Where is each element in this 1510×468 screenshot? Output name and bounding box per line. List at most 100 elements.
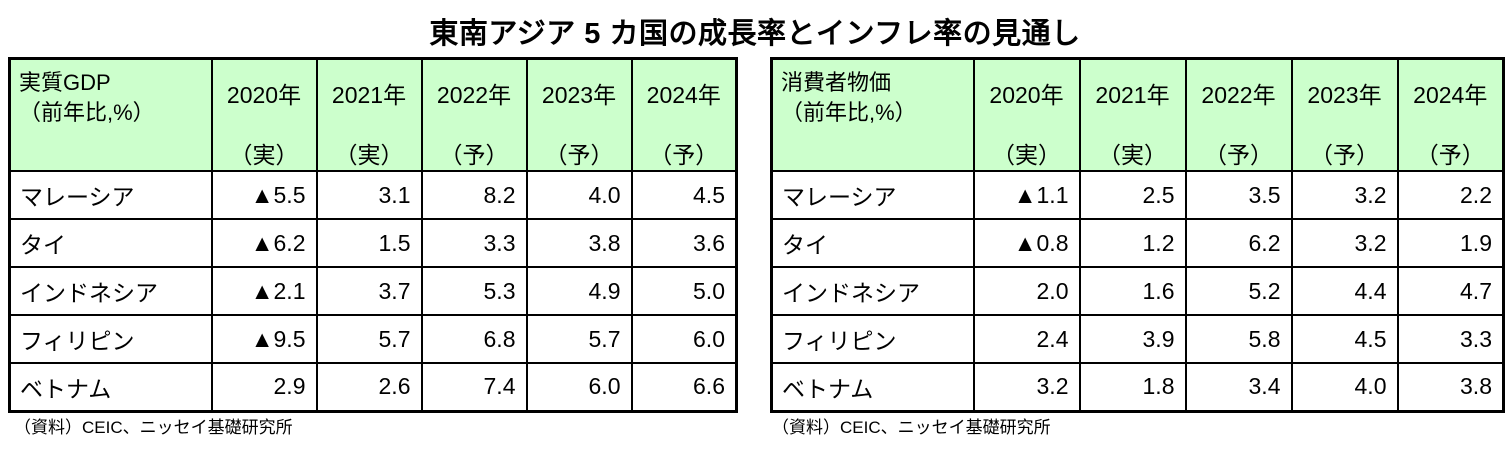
gdp-corner-line1: 実質GDP [19,70,111,95]
table-row: タイ ▲6.2 1.5 3.3 3.8 3.6 [8,218,738,268]
gdp-year-header-2023: 2023年 （予） [525,57,633,172]
value-cell: ▲5.5 [210,170,318,220]
year-status: （実） [334,142,404,168]
year-label: 2024年 [1413,82,1488,108]
value-cell: 3.3 [420,218,528,268]
gdp-year-header-2020: 2020年 （実） [210,57,318,172]
country-label-cell: フィリピン [8,314,213,364]
page-title: 東南アジア 5 カ国の成長率とインフレ率の見通し [429,18,1081,50]
year-label: 2022年 [1201,82,1276,108]
value-cell: 5.7 [525,314,633,364]
value-cell: ▲9.5 [210,314,318,364]
value-cell: 1.5 [315,218,423,268]
table-row: マレーシア ▲5.5 3.1 8.2 4.0 4.5 [8,170,738,220]
value-cell: 1.9 [1396,218,1505,268]
value-cell: 3.7 [315,266,423,316]
year-label: 2023年 [1307,82,1382,108]
country-label-cell: タイ [8,218,213,268]
table-row: インドネシア 2.0 1.6 5.2 4.4 4.7 [770,266,1505,316]
year-status: （実） [992,142,1061,168]
cpi-year-header-2024: 2024年 （予） [1396,57,1505,172]
value-cell: ▲0.8 [972,218,1081,268]
table-row: ベトナム 2.9 2.6 7.4 6.0 6.6 [8,362,738,412]
value-cell: 6.8 [420,314,528,364]
year-status: （予） [1310,142,1379,168]
value-cell: 3.2 [1290,218,1399,268]
cpi-corner-line2: （前年比,%） [781,99,917,125]
value-cell: 5.8 [1184,314,1293,364]
gdp-year-header-2022: 2022年 （予） [420,57,528,172]
country-label-cell: ベトナム [8,362,213,412]
value-cell: 2.9 [210,362,318,412]
year-label: 2022年 [436,82,512,108]
value-cell: 3.1 [315,170,423,220]
value-cell: 8.2 [420,170,528,220]
gdp-year-header-2021: 2021年 （実） [315,57,423,172]
value-cell: 2.4 [972,314,1081,364]
value-cell: 6.0 [525,362,633,412]
cpi-header-row: 消費者物価 （前年比,%） 2020年 （実） 2021年 （実） 2022年 （予）… [770,57,1505,172]
value-cell: 5.7 [315,314,423,364]
value-cell: 3.8 [1396,362,1505,412]
value-cell: 3.8 [525,218,633,268]
value-cell: 3.2 [972,362,1081,412]
value-cell: 4.5 [1290,314,1399,364]
year-status: （予） [439,142,509,168]
country-label-cell: マレーシア [770,170,975,220]
year-status: （予） [649,142,719,168]
year-label: 2024年 [646,82,721,108]
value-cell: 5.0 [630,266,738,316]
cpi-corner-header: 消費者物価 （前年比,%） [770,57,975,172]
cpi-table: 消費者物価 （前年比,%） 2020年 （実） 2021年 （実） 2022年 （予）… [770,57,1505,413]
value-cell: 3.4 [1184,362,1293,412]
year-status: （実） [229,142,299,168]
value-cell: 3.3 [1396,314,1505,364]
value-cell: 3.2 [1290,170,1399,220]
value-cell: 2.0 [972,266,1081,316]
value-cell: 5.3 [420,266,528,316]
value-cell: 6.0 [630,314,738,364]
value-cell: 6.2 [1184,218,1293,268]
value-cell: 5.2 [1184,266,1293,316]
table-row: タイ ▲0.8 1.2 6.2 3.2 1.9 [770,218,1505,268]
gdp-year-header-2024: 2024年 （予） [630,57,738,172]
value-cell: 4.0 [1290,362,1399,412]
year-status: （予） [1204,142,1273,168]
year-status: （実） [1098,142,1167,168]
table-row: マレーシア ▲1.1 2.5 3.5 3.2 2.2 [770,170,1505,220]
country-label-cell: タイ [770,218,975,268]
value-cell: 2.2 [1396,170,1505,220]
value-cell: 3.6 [630,218,738,268]
country-label-cell: マレーシア [8,170,213,220]
year-status: （予） [1415,142,1485,168]
value-cell: ▲6.2 [210,218,318,268]
value-cell: 4.9 [525,266,633,316]
value-cell: 1.2 [1078,218,1187,268]
value-cell: 2.5 [1078,170,1187,220]
value-cell: 3.5 [1184,170,1293,220]
gdp-corner-header: 実質GDP （前年比,%） [8,57,213,172]
year-label: 2020年 [989,82,1064,108]
year-label: 2021年 [331,82,407,108]
value-cell: 4.0 [525,170,633,220]
gdp-table: 実質GDP （前年比,%） 2020年 （実） 2021年 （実） 2022年 （予）… [8,57,738,413]
year-label: 2023年 [541,82,617,108]
value-cell: 2.6 [315,362,423,412]
year-label: 2021年 [1095,82,1170,108]
table-row: フィリピン 2.4 3.9 5.8 4.5 3.3 [770,314,1505,364]
country-label-cell: ベトナム [770,362,975,412]
cpi-year-header-2022: 2022年 （予） [1184,57,1293,172]
value-cell: ▲1.1 [972,170,1081,220]
table-row: インドネシア ▲2.1 3.7 5.3 4.9 5.0 [8,266,738,316]
country-label-cell: インドネシア [770,266,975,316]
gdp-source-note: （資料）CEIC、ニッセイ基礎研究所 [14,418,293,437]
value-cell: 4.7 [1396,266,1505,316]
value-cell: 4.4 [1290,266,1399,316]
cpi-year-header-2021: 2021年 （実） [1078,57,1187,172]
cpi-source-note: （資料）CEIC、ニッセイ基礎研究所 [772,418,1051,437]
gdp-corner-line2: （前年比,%） [19,99,155,125]
gdp-header-row: 実質GDP （前年比,%） 2020年 （実） 2021年 （実） 2022年 （予）… [8,57,738,172]
cpi-year-header-2023: 2023年 （予） [1290,57,1399,172]
value-cell: 7.4 [420,362,528,412]
country-label-cell: インドネシア [8,266,213,316]
